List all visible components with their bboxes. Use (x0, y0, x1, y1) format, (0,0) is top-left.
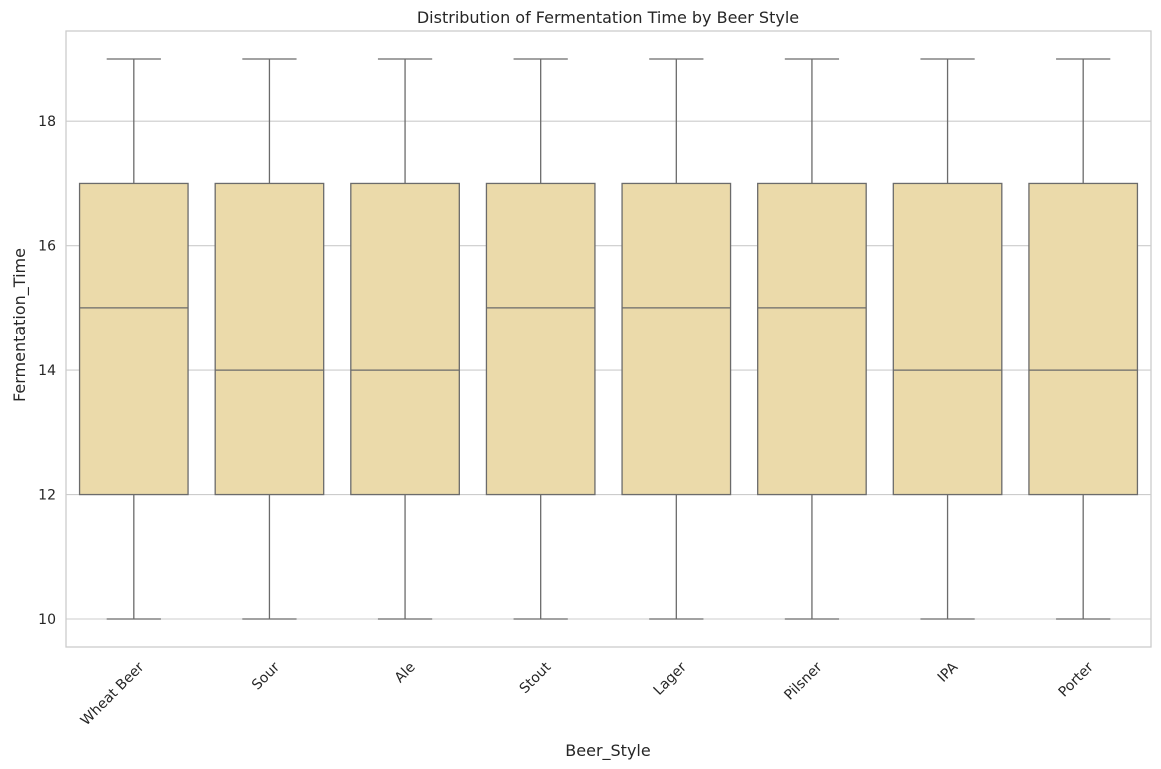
x-axis-label: Beer_Style (565, 741, 650, 761)
x-tick-label: Wheat Beer (78, 659, 148, 729)
x-tick-label: IPA (935, 659, 962, 686)
x-tick-label: Porter (1056, 659, 1097, 700)
x-tick-label: Lager (651, 659, 691, 699)
box-stout (485, 58, 596, 620)
iqr-box (485, 182, 596, 496)
box-porter (1028, 58, 1139, 620)
box-layer (78, 58, 1139, 620)
iqr-box (214, 182, 325, 496)
iqr-box (621, 182, 732, 496)
iqr-box (78, 182, 189, 496)
y-tick-label: 14 (38, 363, 56, 379)
box-lager (621, 58, 732, 620)
x-tick-label: Sour (249, 659, 283, 693)
y-tick-label: 18 (38, 114, 56, 130)
y-tick-label: 12 (38, 488, 56, 504)
y-axis-label: Fermentation_Time (10, 248, 30, 402)
iqr-box (350, 182, 460, 496)
y-tick-label: 16 (38, 239, 56, 255)
box-ale (350, 58, 460, 620)
box-pilsner (757, 58, 867, 620)
box-ipa (892, 58, 1003, 620)
box-wheat-beer (78, 58, 189, 620)
x-tick-label: Ale (392, 659, 419, 686)
iqr-box (757, 182, 867, 496)
iqr-box (892, 182, 1003, 496)
x-tick-labels: Wheat Beer Sour Ale Stout Lager Pilsner IPA Por… (78, 659, 1097, 729)
x-tick-label: Pilsner (781, 659, 825, 703)
y-tick-labels: 10 12 14 16 18 (38, 114, 56, 628)
plot-frame (65, 30, 1152, 648)
box-sour (214, 58, 325, 620)
y-tick-label: 10 (38, 612, 56, 628)
x-tick-label: Stout (517, 659, 555, 697)
iqr-box (1028, 182, 1139, 496)
chart-title: Distribution of Fermentation Time by Bee… (417, 8, 799, 27)
